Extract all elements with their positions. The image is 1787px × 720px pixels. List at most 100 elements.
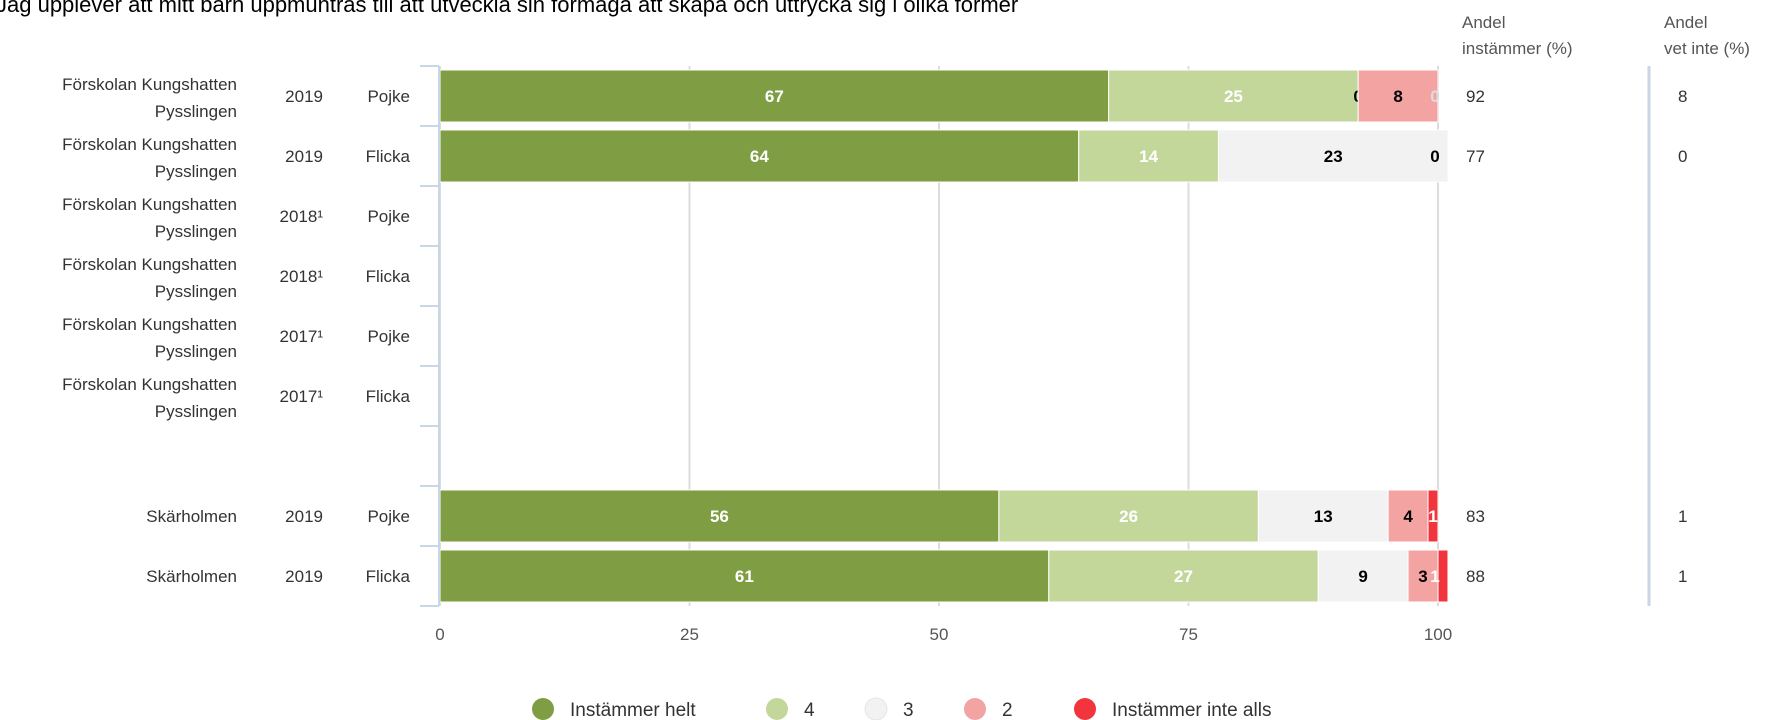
legend-item[interactable]: Instämmer helt	[532, 698, 696, 720]
bar-segment	[1108, 69, 1359, 123]
column-header-unknown: Andel	[1664, 13, 1707, 32]
agree-value: 88	[1466, 567, 1485, 586]
legend-item[interactable]: 4	[766, 698, 815, 720]
row-year-label: 2019	[285, 507, 323, 526]
row-year-label: 2019	[285, 87, 323, 106]
row-unit-label: Pysslingen	[155, 282, 237, 301]
unknown-value: 1	[1678, 507, 1687, 526]
bar-segment	[1407, 549, 1439, 603]
data-label: 8	[1393, 87, 1402, 106]
x-tick-label: 75	[1179, 625, 1198, 644]
row-unit-label: Pysslingen	[155, 402, 237, 421]
row-year-label: 2019	[285, 147, 323, 166]
data-label: 1	[1430, 567, 1439, 586]
row-gender-label: Flicka	[366, 267, 411, 286]
legend-swatch	[864, 697, 888, 720]
row-year-label: 2018¹	[280, 267, 324, 286]
data-label: 56	[710, 507, 729, 526]
legend-swatch	[532, 698, 554, 720]
unknown-value: 8	[1678, 87, 1687, 106]
row-unit-label: Förskolan Kungshatten	[62, 135, 237, 154]
bar-segment	[1317, 549, 1409, 603]
row-unit-label: Förskolan Kungshatten	[62, 375, 237, 394]
data-label: 27	[1174, 567, 1193, 586]
column-header-agree: instämmer (%)	[1462, 39, 1573, 58]
legend-label: 2	[1002, 700, 1013, 720]
row-gender-label: Flicka	[366, 387, 411, 406]
bar-segment	[998, 489, 1259, 543]
data-label: 14	[1139, 147, 1158, 166]
x-tick-label: 50	[930, 625, 949, 644]
legend-label: Instämmer helt	[570, 700, 696, 720]
legend-swatch	[1074, 698, 1096, 720]
bar-segment	[439, 549, 1050, 603]
agree-value: 77	[1466, 147, 1485, 166]
data-label: 23	[1324, 147, 1343, 166]
row-unit-label: Pysslingen	[155, 162, 237, 181]
bars: 67250806414230562613416127931	[439, 69, 1449, 603]
row-labels: Förskolan Kungshatten Pysslingen 2019 Pojke…	[62, 75, 410, 586]
row-unit-label: Skärholmen	[146, 507, 237, 526]
data-label: 64	[750, 147, 769, 166]
row-year-label: 2018¹	[280, 207, 324, 226]
data-label: 9	[1358, 567, 1367, 586]
row-year-label: 2017¹	[280, 387, 324, 406]
legend-item[interactable]: 2	[964, 698, 1013, 720]
data-label: 61	[735, 567, 754, 586]
row-unit-label: Förskolan Kungshatten	[62, 315, 237, 334]
row-unit-label: Förskolan Kungshatten	[62, 75, 237, 94]
bar-segment	[1217, 129, 1449, 183]
x-tick-label: 100	[1424, 625, 1452, 644]
bar-segment	[1387, 489, 1429, 543]
data-label: 3	[1418, 567, 1427, 586]
row-gender-label: Flicka	[366, 567, 411, 586]
row-gender-label: Pojke	[367, 327, 410, 346]
bar-segment	[439, 69, 1110, 123]
row-gender-label: Pojke	[367, 87, 410, 106]
data-label: 0	[1430, 147, 1439, 166]
x-tick-label: 0	[435, 625, 444, 644]
data-label: 67	[765, 87, 784, 106]
data-label: 26	[1119, 507, 1138, 526]
data-label: 25	[1224, 87, 1243, 106]
legend-item[interactable]: Instämmer inte alls	[1074, 698, 1271, 720]
legend: Instämmer helt 4 3 2 Instämmer inte alls	[532, 697, 1271, 720]
bar-segment	[1257, 489, 1389, 543]
bar-segment	[1357, 69, 1439, 123]
column-header-agree: Andel	[1462, 13, 1505, 32]
row-unit-label: Pysslingen	[155, 222, 237, 241]
legend-label: 4	[804, 700, 815, 720]
data-label: 13	[1314, 507, 1333, 526]
data-label: 4	[1403, 507, 1413, 526]
legend-label: Instämmer inte alls	[1112, 700, 1271, 720]
row-unit-label: Förskolan Kungshatten	[62, 255, 237, 274]
bar-segment	[1437, 549, 1449, 603]
x-axis: 0 25 50 75 100	[420, 65, 1452, 644]
row-gender-label: Pojke	[367, 207, 410, 226]
bar-segment	[439, 489, 1000, 543]
row-year-label: 2019	[285, 567, 323, 586]
unknown-value: 0	[1678, 147, 1687, 166]
legend-swatch	[964, 698, 986, 720]
legend-swatch	[766, 698, 788, 720]
summary-columns: Andel instämmer (%) Andel vet inte (%) 92 8 77…	[1462, 13, 1750, 606]
row-gender-label: Flicka	[366, 147, 411, 166]
row-unit-label: Pysslingen	[155, 102, 237, 121]
legend-label: 3	[903, 700, 914, 720]
row-year-label: 2017¹	[280, 327, 324, 346]
x-tick-label: 25	[680, 625, 699, 644]
agree-value: 92	[1466, 87, 1485, 106]
agree-value: 83	[1466, 507, 1485, 526]
bar-segment	[1048, 549, 1319, 603]
chart-title: Jag upplever att mitt barn uppmuntras ti…	[0, 0, 1018, 17]
data-label: 0	[1430, 87, 1439, 106]
bar-segment	[1427, 489, 1439, 543]
unknown-value: 1	[1678, 567, 1687, 586]
bar-segment	[1078, 129, 1219, 183]
row-unit-label: Förskolan Kungshatten	[62, 195, 237, 214]
legend-item[interactable]: 3	[864, 697, 914, 720]
row-unit-label: Pysslingen	[155, 342, 237, 361]
data-label: 1	[1428, 507, 1437, 526]
row-unit-label: Skärholmen	[146, 567, 237, 586]
